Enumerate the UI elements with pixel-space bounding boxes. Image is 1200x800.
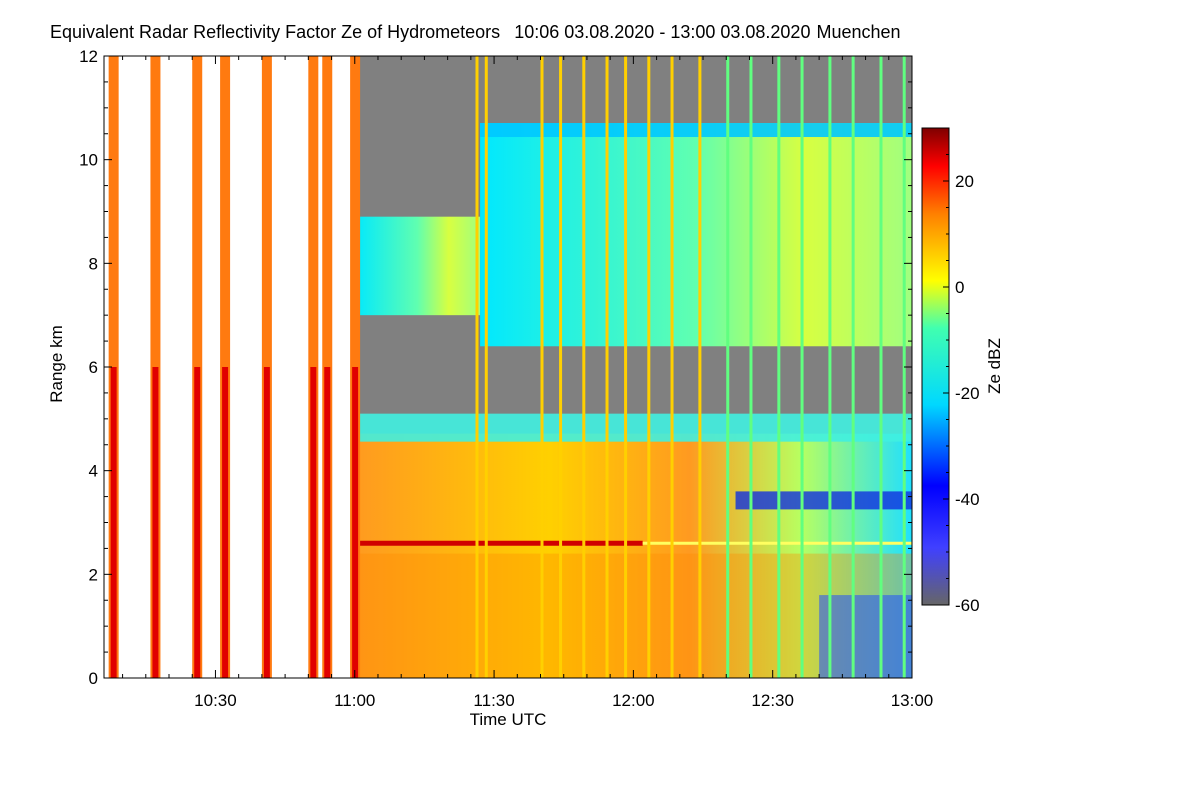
scan-spike-core <box>352 367 359 678</box>
scan-spike <box>475 56 479 678</box>
y-tick-label: 8 <box>89 254 98 273</box>
y-tick-label: 0 <box>89 669 98 688</box>
precipitation-top-edge <box>354 413 912 442</box>
scan-spike <box>777 56 781 678</box>
scan-spike <box>851 56 855 678</box>
scan-spike <box>484 56 488 678</box>
x-tick-label: 13:00 <box>891 691 934 710</box>
scan-spike <box>828 56 832 678</box>
scan-spike <box>800 56 804 678</box>
x-tick-label: 11:00 <box>334 691 375 710</box>
scan-spike-core <box>310 367 317 678</box>
title-main: Equivalent Radar Reflectivity Factor Ze … <box>50 22 501 42</box>
weak-echo-surface <box>819 595 912 678</box>
plot-area <box>104 56 912 678</box>
colorbar-scale <box>921 127 950 606</box>
scan-spike-core <box>324 367 331 678</box>
y-axis-label: Range km <box>47 325 66 402</box>
colorbar-tick-label: 0 <box>955 278 964 297</box>
colorbar-tick-label: -20 <box>955 384 980 403</box>
x-tick-label: 10:30 <box>194 691 237 710</box>
scan-spike-core <box>222 367 229 678</box>
y-tick-label: 12 <box>79 47 98 66</box>
x-tick-label: 11:30 <box>473 691 514 710</box>
y-tick-label: 6 <box>89 358 98 377</box>
scan-spike <box>582 56 586 678</box>
x-tick-label: 12:00 <box>612 691 655 710</box>
colorbar-tick-label: -60 <box>955 596 980 615</box>
colorbar-tick-label: 20 <box>955 172 974 191</box>
chart-title: Equivalent Radar Reflectivity Factor Ze … <box>50 22 901 43</box>
x-axis-label: Time UTC <box>470 710 547 729</box>
scan-spike-core <box>152 367 159 678</box>
scan-spike <box>624 56 628 678</box>
title-location: Muenchen <box>816 22 901 42</box>
scan-spike <box>726 56 730 678</box>
x-tick-label: 12:30 <box>751 691 794 710</box>
y-axis: 0 2 4 6 8 10 12 <box>79 47 912 688</box>
scan-spike <box>879 56 883 678</box>
title-time-range: 10:06 03.08.2020 - 13:00 03.08.2020 <box>514 22 811 42</box>
scan-spike-core <box>263 367 270 678</box>
scan-spike <box>670 56 674 678</box>
upper-cloud-left <box>354 216 481 316</box>
scan-spike <box>559 56 563 678</box>
scan-spike-core <box>110 367 117 678</box>
scan-spike <box>605 56 609 678</box>
upper-cloud-right <box>480 123 912 347</box>
scan-spike <box>698 56 702 678</box>
scan-spike <box>647 56 651 678</box>
upper-cloud-top-edge <box>480 123 912 138</box>
y-tick-label: 10 <box>79 151 98 170</box>
colorbar-label: Ze dBZ <box>985 338 1004 394</box>
colorbar: 20 0 -20 -40 -60 Ze dBZ <box>921 127 1004 615</box>
weak-echo-band <box>735 491 912 510</box>
y-tick-label: 4 <box>89 462 98 481</box>
scan-spike-core <box>194 367 201 678</box>
colorbar-tick-label: -40 <box>955 490 980 509</box>
x-axis: 10:30 11:00 11:30 12:00 12:30 13:00 <box>122 56 934 710</box>
scan-spike <box>540 56 544 678</box>
y-tick-label: 2 <box>89 565 98 584</box>
scan-spike <box>749 56 753 678</box>
